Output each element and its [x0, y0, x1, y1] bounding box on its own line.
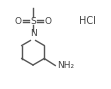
Text: N: N: [30, 29, 36, 39]
Text: O: O: [45, 16, 52, 26]
Text: NH₂: NH₂: [57, 61, 74, 70]
Text: S: S: [30, 16, 36, 26]
Text: HCl: HCl: [79, 16, 95, 26]
Text: O: O: [15, 16, 22, 26]
